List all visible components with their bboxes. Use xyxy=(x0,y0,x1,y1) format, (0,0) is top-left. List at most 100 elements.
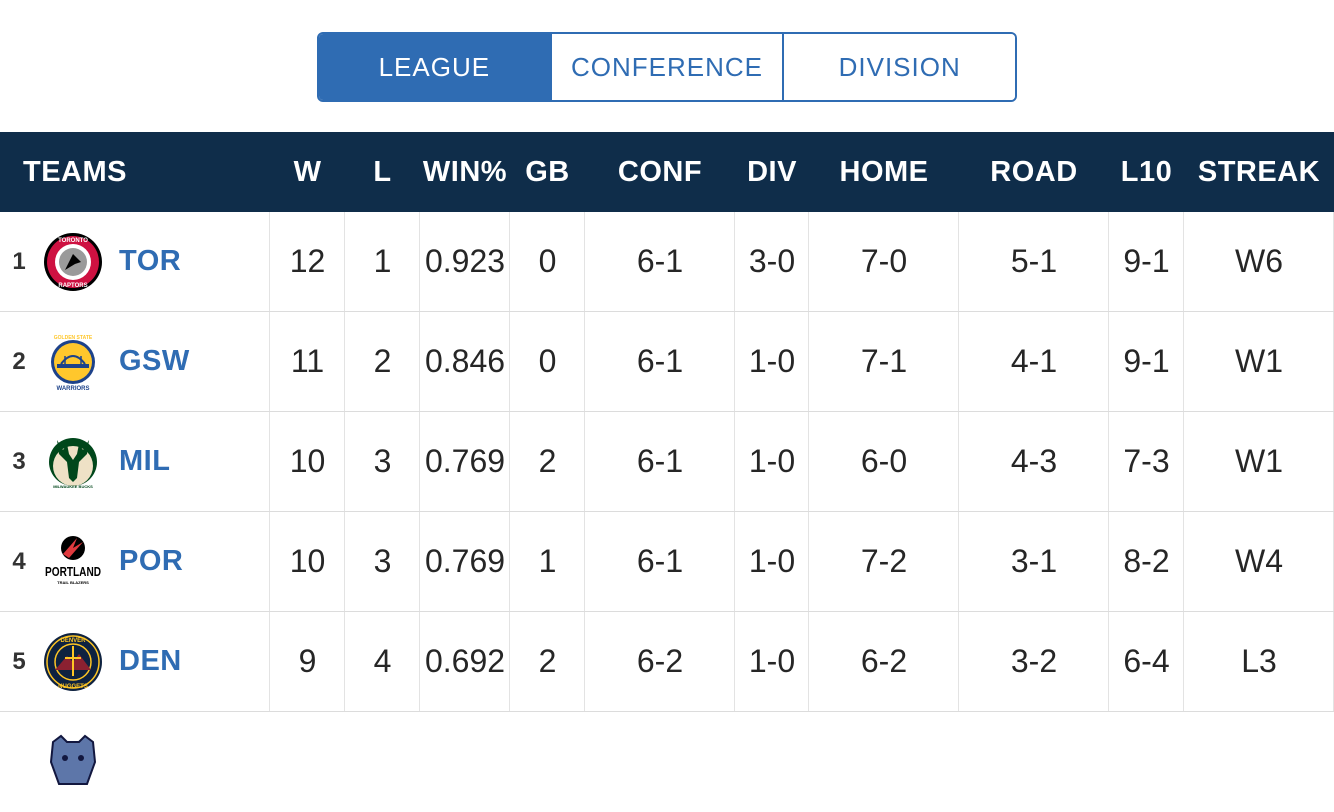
cell-w: 12 xyxy=(289,243,326,279)
cell-home: 7-0 xyxy=(860,243,908,279)
cell-gb: 1 xyxy=(538,543,557,579)
cell-winpct: 0.923 xyxy=(424,243,506,279)
cell-gb: 2 xyxy=(538,643,557,679)
standings-scope-segmented-control: LEAGUE CONFERENCE DIVISION xyxy=(317,32,1017,102)
raptors-logo-icon[interactable]: TORONTO RAPTORS xyxy=(43,232,103,292)
svg-text:TORONTO: TORONTO xyxy=(58,238,88,244)
warriors-logo-icon[interactable]: GOLDEN STATE WARRIORS xyxy=(43,332,103,392)
cell-home: 6-2 xyxy=(860,643,908,679)
column-divider xyxy=(344,212,345,311)
column-divider xyxy=(808,512,809,611)
column-divider xyxy=(419,312,420,411)
cell-winpct: 0.692 xyxy=(424,643,506,679)
svg-text:PORTLAND: PORTLAND xyxy=(45,564,101,579)
cell-conf: 6-2 xyxy=(636,643,684,679)
cell-streak: W6 xyxy=(1235,243,1283,279)
column-divider xyxy=(1183,212,1184,311)
cell-road: 3-1 xyxy=(1010,543,1058,579)
cell-gb: 0 xyxy=(538,243,557,279)
column-divider xyxy=(509,412,510,511)
column-divider xyxy=(419,212,420,311)
cell-l: 3 xyxy=(373,543,392,579)
cell-div: 3-0 xyxy=(748,243,796,279)
cell-winpct: 0.846 xyxy=(424,343,506,379)
blazers-logo-icon[interactable]: PORTLAND TRAIL BLAZERS xyxy=(43,532,103,592)
table-row[interactable]: 3 MILWAUKEE BUCKS MIL 10 3 0.769 2 6-1 1-0 6-0 4-… xyxy=(0,412,1334,512)
column-divider xyxy=(584,312,585,411)
header-w[interactable]: W xyxy=(293,156,322,188)
svg-text:TRAIL BLAZERS: TRAIL BLAZERS xyxy=(57,580,89,585)
column-divider xyxy=(958,512,959,611)
header-gb[interactable]: GB xyxy=(525,156,570,188)
cell-l10: 9-1 xyxy=(1123,343,1170,379)
column-divider xyxy=(419,412,420,511)
cell-streak: W1 xyxy=(1235,343,1283,379)
team-link[interactable]: TOR xyxy=(119,245,182,277)
column-divider xyxy=(269,212,270,311)
table-row[interactable]: 5 DENVER NUGGETS DEN 9 4 0.692 2 6-2 1-0 6-2 3-2 6… xyxy=(0,612,1334,712)
bucks-logo-icon[interactable]: MILWAUKEE BUCKS xyxy=(43,432,103,492)
svg-text:MILWAUKEE BUCKS: MILWAUKEE BUCKS xyxy=(53,484,93,489)
header-l[interactable]: L xyxy=(373,156,392,188)
rank-number: 1 xyxy=(12,247,26,275)
svg-text:DENVER: DENVER xyxy=(60,638,86,644)
standings-table-header: TEAMS W L WIN% GB CONF DIV HOME ROAD L10… xyxy=(0,132,1334,212)
header-l10[interactable]: L10 xyxy=(1120,156,1173,188)
tab-conference[interactable]: CONFERENCE xyxy=(549,34,783,100)
cell-conf: 6-1 xyxy=(636,543,684,579)
cell-l: 2 xyxy=(373,343,392,379)
table-row-partial[interactable] xyxy=(0,712,1334,812)
grizzlies-logo-icon xyxy=(49,734,97,785)
team-link[interactable]: GSW xyxy=(119,345,190,377)
table-row[interactable]: 4 PORTLAND TRAIL BLAZERS POR 10 3 0.769 1 6-1 1… xyxy=(0,512,1334,612)
column-divider xyxy=(269,312,270,411)
team-link[interactable]: POR xyxy=(119,545,184,577)
tab-league[interactable]: LEAGUE xyxy=(319,34,550,100)
cell-home: 6-0 xyxy=(860,443,908,479)
cell-l10: 8-2 xyxy=(1123,543,1170,579)
column-divider xyxy=(344,512,345,611)
column-divider xyxy=(1183,412,1184,511)
header-home[interactable]: HOME xyxy=(839,156,929,188)
column-divider xyxy=(808,212,809,311)
rank-number: 4 xyxy=(12,547,26,575)
column-divider xyxy=(1183,312,1184,411)
cell-l: 4 xyxy=(373,643,392,679)
cell-gb: 2 xyxy=(538,443,557,479)
header-winpct[interactable]: WIN% xyxy=(422,156,508,188)
header-div[interactable]: DIV xyxy=(747,156,797,188)
cell-streak: L3 xyxy=(1241,643,1277,679)
cell-road: 5-1 xyxy=(1010,243,1058,279)
column-divider xyxy=(734,312,735,411)
cell-w: 11 xyxy=(290,343,325,379)
svg-text:RAPTORS: RAPTORS xyxy=(58,283,87,289)
column-divider xyxy=(734,512,735,611)
team-link[interactable]: MIL xyxy=(119,445,171,477)
cell-l: 1 xyxy=(373,243,392,279)
team-link[interactable]: DEN xyxy=(119,645,182,677)
table-row[interactable]: 2 GOLDEN STATE WARRIORS GSW 11 2 0.846 0 6-1 1-… xyxy=(0,312,1334,412)
header-road[interactable]: ROAD xyxy=(990,156,1078,188)
nuggets-logo-icon[interactable]: DENVER NUGGETS xyxy=(43,632,103,692)
cell-div: 1-0 xyxy=(748,643,796,679)
tab-division[interactable]: DIVISION xyxy=(782,34,1015,100)
header-teams[interactable]: TEAMS xyxy=(23,156,127,188)
cell-l10: 6-4 xyxy=(1123,643,1170,679)
header-streak[interactable]: STREAK xyxy=(1197,156,1321,188)
column-divider xyxy=(584,512,585,611)
column-divider xyxy=(269,412,270,511)
column-divider xyxy=(1108,512,1109,611)
column-divider xyxy=(958,412,959,511)
cell-winpct: 0.769 xyxy=(424,443,506,479)
cell-w: 10 xyxy=(289,443,326,479)
column-divider xyxy=(808,312,809,411)
column-divider xyxy=(509,612,510,711)
column-divider xyxy=(1108,612,1109,711)
header-conf[interactable]: CONF xyxy=(617,156,703,188)
table-row[interactable]: 1 TORONTO RAPTORS TOR 12 1 0.923 0 6-1 3-0 7-0 5-… xyxy=(0,212,1334,312)
svg-text:NUGGETS: NUGGETS xyxy=(58,684,88,690)
cell-streak: W4 xyxy=(1235,543,1283,579)
cell-conf: 6-1 xyxy=(636,243,684,279)
cell-l: 3 xyxy=(373,443,392,479)
cell-winpct: 0.769 xyxy=(424,543,506,579)
